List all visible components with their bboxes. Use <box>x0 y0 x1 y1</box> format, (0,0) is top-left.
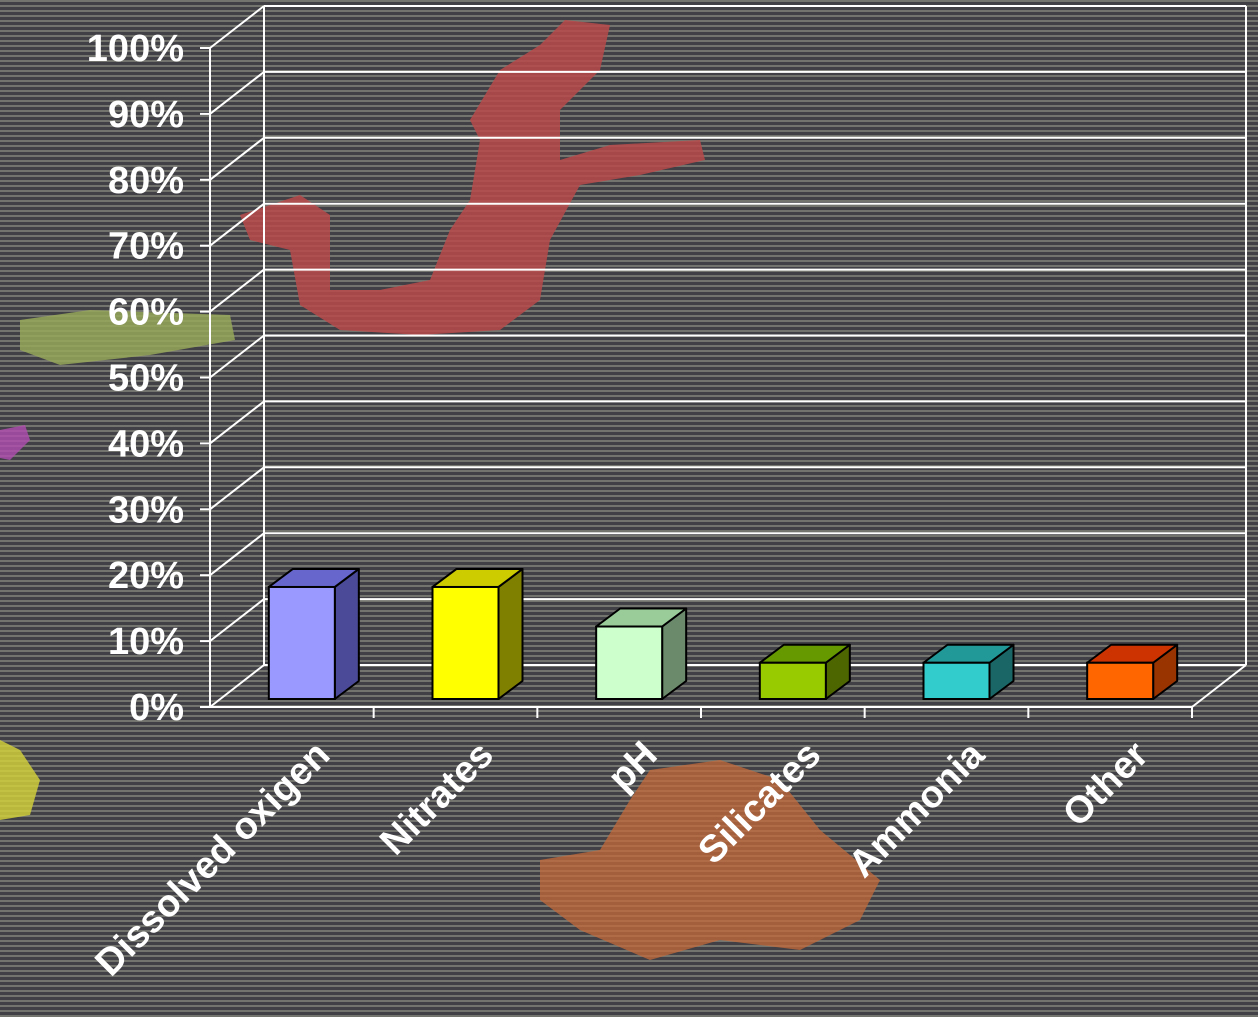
gridline-side <box>209 137 265 181</box>
bar-front <box>758 661 827 701</box>
map-region-edge <box>0 425 30 460</box>
bar-side <box>497 567 524 700</box>
y-tick-label: 30% <box>108 489 184 531</box>
bar-nitrates <box>431 567 524 700</box>
gridline-side <box>209 466 265 511</box>
bar-front <box>595 625 664 701</box>
gridline-side <box>209 5 265 49</box>
gridline-side <box>209 202 265 247</box>
gridline-side <box>209 532 265 576</box>
gridline-side <box>209 71 265 115</box>
gridline-side <box>209 400 265 445</box>
gridline-side <box>209 334 265 379</box>
bar-dissolved-oxigen <box>267 567 360 700</box>
y-tick-label: 40% <box>108 423 184 465</box>
axis-layer <box>200 47 1193 718</box>
bar-ph <box>595 607 688 701</box>
bar-other <box>1086 643 1179 701</box>
floor-right-edge <box>1191 664 1247 708</box>
y-tick-label: 80% <box>108 160 184 202</box>
y-tick-label: 50% <box>108 358 184 400</box>
y-tick-label: 70% <box>108 226 184 268</box>
y-axis-tick-labels: 0% 10% 20% 30% 40% 50% 60% 70% 80% 90% 100% <box>87 28 184 729</box>
gridline-side <box>209 598 265 642</box>
y-tick-label: 60% <box>108 292 184 334</box>
map-region-scandinavia <box>240 20 705 335</box>
bar-series <box>267 567 1179 701</box>
gridline-side <box>209 268 265 313</box>
bar-ammonia <box>922 643 1015 701</box>
y-tick-label: 20% <box>108 555 184 597</box>
grid-layer <box>209 5 1247 708</box>
gridline-side <box>209 664 265 708</box>
map-region-southwest <box>0 740 40 820</box>
bar-silicates <box>758 643 851 701</box>
bar-front <box>267 585 336 700</box>
bar-side <box>333 567 360 700</box>
y-tick-label: 0% <box>129 687 184 729</box>
y-tick-label: 100% <box>87 28 184 70</box>
bar-front <box>431 585 500 700</box>
y-tick-label: 90% <box>108 94 184 136</box>
map-region-south <box>540 760 880 960</box>
bar-front <box>1086 661 1155 701</box>
bar-front <box>922 661 991 701</box>
y-tick-label: 10% <box>108 621 184 663</box>
map-region-west <box>20 310 235 365</box>
